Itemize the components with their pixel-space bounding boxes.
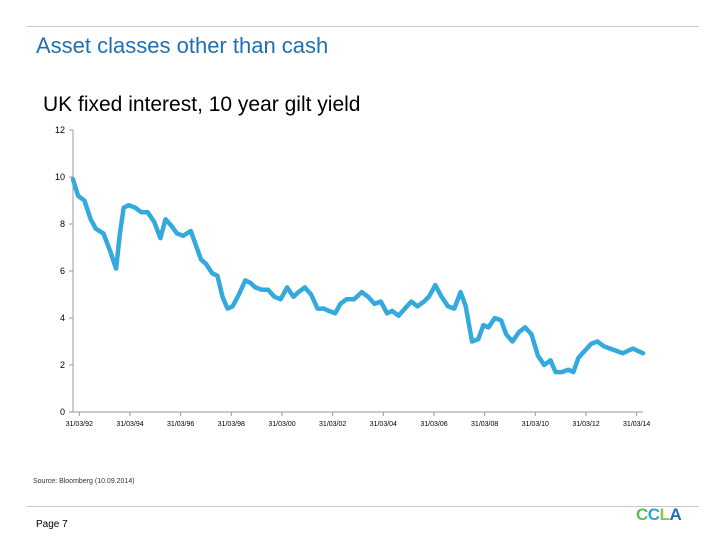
x-tick-label: 31/03/04 (370, 421, 397, 428)
series-group (70, 177, 646, 375)
logo-letter: L (659, 505, 670, 524)
logo-letter: C (647, 505, 660, 524)
y-tick-label: 0 (60, 407, 65, 417)
y-tick-label: 4 (60, 313, 65, 323)
logo-letter: A (669, 505, 682, 524)
x-tick-label: 31/03/94 (116, 421, 143, 428)
page-number: Page 7 (36, 519, 68, 530)
x-tick-label: 31/03/14 (623, 421, 650, 428)
x-tick-label: 31/03/00 (268, 421, 295, 428)
footer-rule (27, 506, 699, 507)
y-tick-label: 2 (60, 360, 65, 370)
gilt-yield-line (70, 177, 646, 375)
logo-letter: C (636, 505, 648, 524)
x-tick-label: 31/03/06 (420, 421, 447, 428)
y-tick-label: 12 (55, 125, 65, 135)
x-tick-label: 31/03/92 (66, 421, 93, 428)
slide-title: Asset classes other than cash (36, 33, 329, 58)
y-tick-label: 10 (55, 172, 65, 182)
y-tick-label: 6 (60, 266, 65, 276)
x-axis: 31/03/92 31/03/94 31/03/96 31/03/98 31/03/00… (66, 411, 650, 428)
x-tick-label: 31/03/98 (218, 421, 245, 428)
x-tick-label: 31/03/10 (522, 421, 549, 428)
ccla-logo: CCLA (636, 505, 682, 525)
x-tick-label: 31/03/02 (319, 421, 346, 428)
source-note: Source: Bloomberg (10.09.2014) (33, 478, 135, 485)
y-tick-label: 8 (60, 219, 65, 229)
x-tick-label: 31/03/12 (572, 421, 599, 428)
header-rule (27, 26, 699, 27)
x-tick-label: 31/03/08 (471, 421, 498, 428)
chart-title: UK fixed interest, 10 year gilt yield (43, 93, 361, 116)
y-axis: 0 2 4 6 8 10 12 (55, 125, 74, 417)
x-tick-label: 31/03/96 (167, 421, 194, 428)
